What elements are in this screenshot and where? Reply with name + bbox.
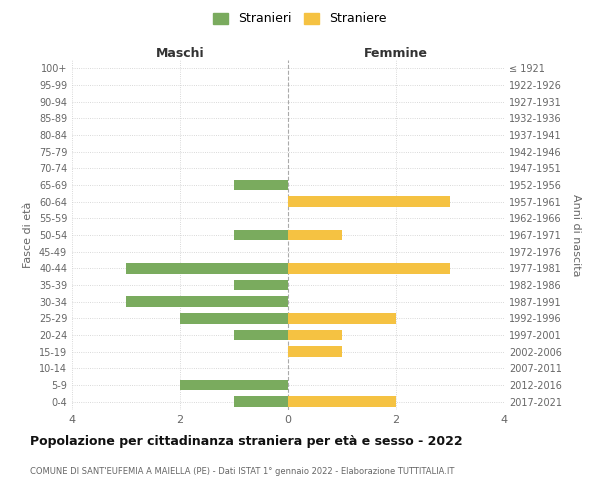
Legend: Stranieri, Straniere: Stranieri, Straniere [209, 8, 391, 29]
Bar [288, 230, 342, 240]
Bar [234, 396, 288, 407]
Bar [288, 196, 450, 207]
Bar [234, 230, 288, 240]
Bar [288, 396, 396, 407]
Bar [126, 263, 288, 274]
Y-axis label: Fasce di età: Fasce di età [23, 202, 33, 268]
Bar [234, 180, 288, 190]
Bar [126, 296, 288, 307]
Bar [288, 346, 342, 357]
Y-axis label: Anni di nascita: Anni di nascita [571, 194, 581, 276]
Bar [180, 380, 288, 390]
Bar [288, 330, 342, 340]
Text: Popolazione per cittadinanza straniera per età e sesso - 2022: Popolazione per cittadinanza straniera p… [30, 435, 463, 448]
Text: Femmine: Femmine [364, 47, 428, 60]
Bar [288, 313, 396, 324]
Bar [234, 280, 288, 290]
Text: Maschi: Maschi [155, 47, 205, 60]
Bar [234, 330, 288, 340]
Text: COMUNE DI SANT'EUFEMIA A MAIELLA (PE) - Dati ISTAT 1° gennaio 2022 - Elaborazion: COMUNE DI SANT'EUFEMIA A MAIELLA (PE) - … [30, 468, 454, 476]
Bar [180, 313, 288, 324]
Bar [288, 263, 450, 274]
